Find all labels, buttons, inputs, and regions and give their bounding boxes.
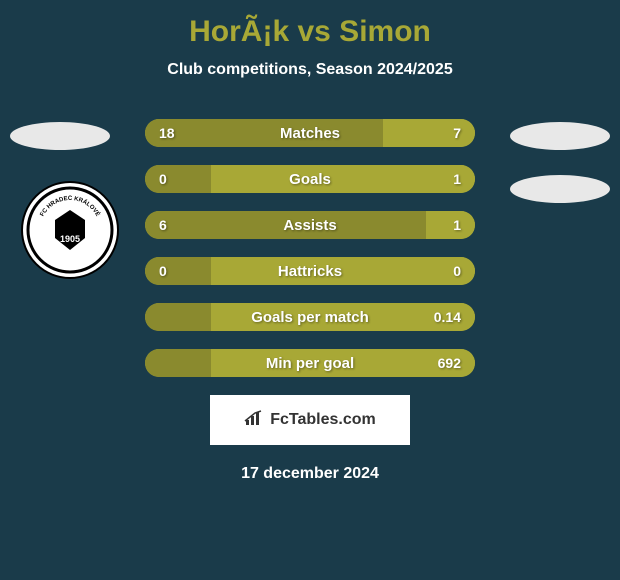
stat-bar-matches: Matches18 7 xyxy=(145,119,475,147)
date: 17 december 2024 xyxy=(10,465,610,483)
comparison-subtitle: Club competitions, Season 2024/2025 xyxy=(10,61,610,79)
stat-bar-goals-per-match: Goals per match0.14 xyxy=(145,303,475,331)
attribution-badge: FcTables.com xyxy=(210,395,410,445)
stat-bar-goals: Goals0 1 xyxy=(145,165,475,193)
stat-label: Min per goal xyxy=(145,349,475,377)
player-photo-right-placeholder-1 xyxy=(510,122,610,150)
stat-value-right: 1 xyxy=(453,211,461,239)
stat-value-left: 6 xyxy=(159,211,167,239)
stat-value-right: 0 xyxy=(453,257,461,285)
svg-text:1905: 1905 xyxy=(60,234,80,244)
player-photo-left-placeholder xyxy=(10,122,110,150)
stats-area: Matches187Goals01Assists61Hattricks00Goa… xyxy=(145,119,475,377)
stat-label: Goals per match xyxy=(145,303,475,331)
stat-value-right: 692 xyxy=(438,349,461,377)
player-photo-right-placeholder-2 xyxy=(510,175,610,203)
stat-bar-hattricks: Hattricks0 0 xyxy=(145,257,475,285)
attribution-text: FcTables.com xyxy=(270,411,376,429)
club-badge: 1905 FC HRADEC KRÁLOVÉ xyxy=(20,180,120,280)
comparison-title: HorÃ¡k vs Simon xyxy=(10,15,610,49)
stat-value-right: 1 xyxy=(453,165,461,193)
stat-bar-min-per-goal: Min per goal692 xyxy=(145,349,475,377)
stat-label: Hattricks xyxy=(145,257,475,285)
stat-value-left: 0 xyxy=(159,257,167,285)
stat-bar-assists: Assists6 1 xyxy=(145,211,475,239)
stat-value-right: 7 xyxy=(453,119,461,147)
stat-label: Goals xyxy=(145,165,475,193)
stat-value-left: 18 xyxy=(159,119,175,147)
stat-value-left: 0 xyxy=(159,165,167,193)
stat-label: Assists xyxy=(145,211,475,239)
stat-value-right: 0.14 xyxy=(434,303,461,331)
stat-label: Matches xyxy=(145,119,475,147)
chart-icon xyxy=(244,410,264,431)
